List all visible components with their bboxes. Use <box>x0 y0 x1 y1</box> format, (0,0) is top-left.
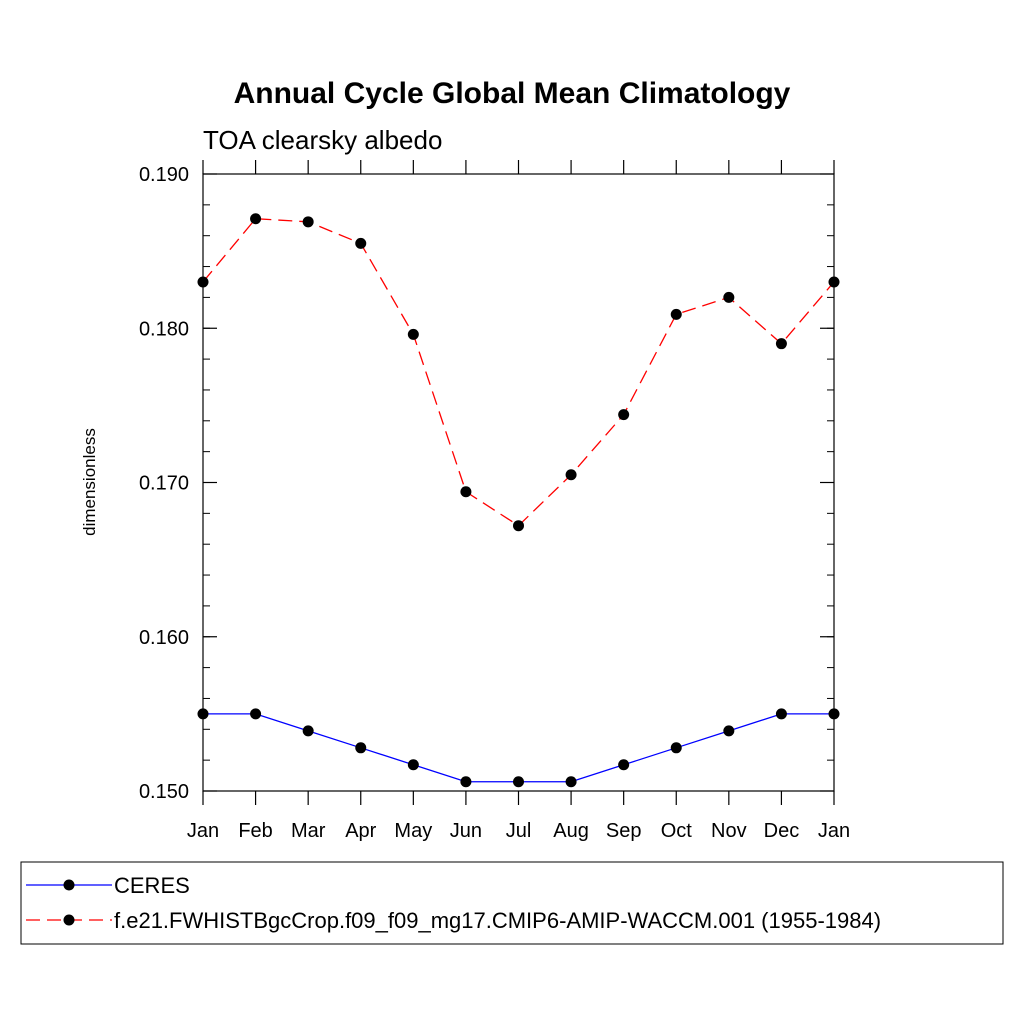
chart-subtitle: TOA clearsky albedo <box>203 125 442 155</box>
data-point <box>565 776 577 788</box>
data-point <box>460 776 472 788</box>
data-point <box>197 708 209 720</box>
x-tick-label: May <box>394 820 432 842</box>
series-layer <box>197 213 840 788</box>
x-tick-label: Aug <box>553 820 589 842</box>
legend-marker <box>63 914 75 926</box>
data-point <box>828 276 840 288</box>
legend: CERES f.e21.FWHISTBgcCrop.f09_f09_mg17.CM… <box>20 861 1004 945</box>
data-point <box>355 742 367 754</box>
data-point <box>407 328 419 340</box>
data-point <box>670 742 682 754</box>
data-point <box>460 486 472 498</box>
series-line <box>203 713 834 783</box>
x-tick-label: Sep <box>606 820 642 842</box>
legend-box <box>20 861 1004 945</box>
data-point <box>407 759 419 771</box>
series-ceres <box>197 708 840 788</box>
data-point <box>565 469 577 481</box>
x-tick-label: Jun <box>450 820 482 842</box>
x-tick-label: Jan <box>818 820 850 842</box>
y-tick-label: 0.160 <box>139 627 189 649</box>
data-point <box>355 237 367 249</box>
plot-frame <box>202 173 835 792</box>
x-tick-label: Oct <box>661 820 693 842</box>
series-model <box>197 213 840 532</box>
legend-label: f.e21.FWHISTBgcCrop.f09_f09_mg17.CMIP6-A… <box>114 908 881 933</box>
x-tick-label: Mar <box>291 820 326 842</box>
data-point <box>618 759 630 771</box>
data-point <box>828 708 840 720</box>
y-tick-label: 0.180 <box>139 318 189 340</box>
data-point <box>775 338 787 350</box>
y-tick-label: 0.190 <box>139 164 189 186</box>
chart-title: Annual Cycle Global Mean Climatology <box>234 77 791 110</box>
x-tick-label: Dec <box>764 820 800 842</box>
y-tick-label: 0.170 <box>139 473 189 495</box>
y-tick-label: 0.150 <box>139 781 189 803</box>
series-line <box>202 218 835 527</box>
data-point <box>250 708 262 720</box>
data-point <box>723 725 735 737</box>
data-point <box>723 291 735 303</box>
data-point <box>775 708 787 720</box>
data-point <box>513 776 524 788</box>
x-tick-label: Jul <box>506 820 532 842</box>
x-tick-label: Feb <box>238 820 272 842</box>
data-point <box>250 213 262 225</box>
data-point <box>302 725 314 737</box>
legend-marker <box>63 879 75 891</box>
data-point <box>302 216 314 228</box>
data-point <box>618 409 630 421</box>
x-tick-label: Apr <box>345 820 376 842</box>
legend-label: CERES <box>114 873 190 898</box>
data-point <box>197 276 209 288</box>
x-tick-label: Jan <box>187 820 219 842</box>
y-axis-label: dimensionless <box>80 428 99 536</box>
data-point <box>513 520 524 532</box>
plot-axes: 0.150 0.160 0.170 0.180 0.190 Jan Feb Mar Apr May… <box>139 160 850 842</box>
data-point <box>670 308 682 320</box>
x-tick-label: Nov <box>711 820 747 842</box>
